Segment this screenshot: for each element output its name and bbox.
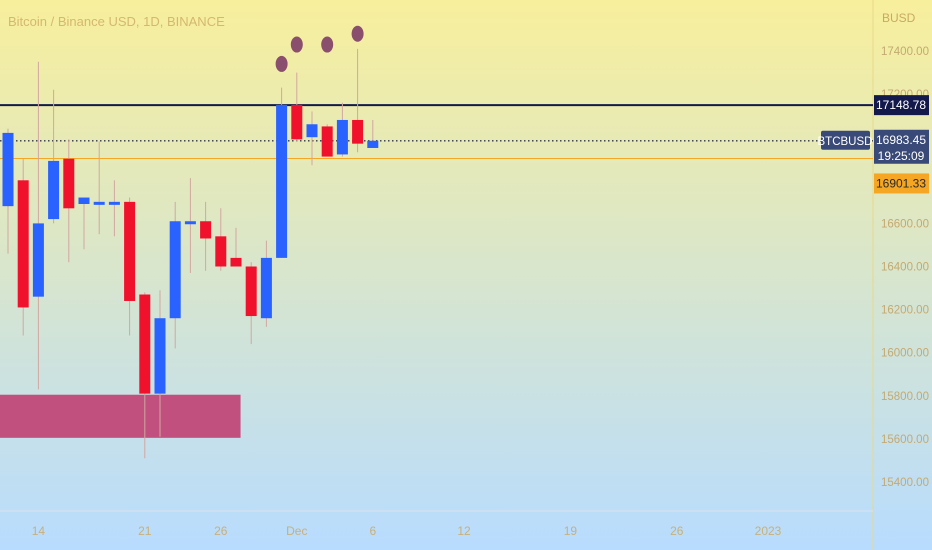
candle-body [169,221,181,319]
candle-body [336,119,348,155]
signal-marker [290,36,303,53]
demand-zone [0,394,241,438]
candle-body [2,132,14,207]
candle-body [230,257,242,267]
price-tick-label: 17400.00 [881,46,929,58]
candle-body [200,221,212,239]
candle-body [367,140,379,148]
price-tick-label: 16200.00 [881,305,929,317]
price-tick-label: 16000.00 [881,348,929,360]
candle-body [321,126,333,157]
candle-body [17,180,29,308]
candle-body [184,221,196,225]
time-tick-label: 6 [369,524,376,538]
signal-marker [351,25,364,42]
price-tick-label: 16600.00 [881,218,929,230]
symbol-tag [821,130,870,150]
time-tick-label: 19 [564,524,578,538]
symbol-label: BTCBUSD [818,136,873,148]
candle-body [352,119,364,144]
candle-body [215,236,227,267]
chart-title: Bitcoin / Binance USD, 1D, BINANCE [8,14,225,29]
signal-marker [321,36,334,53]
candle-body [93,201,105,205]
price-tick-label: 15600.00 [881,434,929,446]
time-tick-label: 14 [32,524,46,538]
candle-body [276,104,288,258]
candle-body [108,201,120,205]
time-tick-label: 21 [138,524,152,538]
time-tick-label: 2023 [755,524,782,538]
candle-body [48,160,60,220]
price-tick-label: 16400.00 [881,262,929,274]
resistance-price-tag [874,95,929,116]
resistance-price-label: 17148.78 [876,98,926,112]
price-tick-label: 15800.00 [881,391,929,403]
price-tick-label: 15400.00 [881,477,929,489]
currency-label: BUSD [882,11,916,25]
candle-body [154,318,166,394]
countdown-label: 19:25:09 [878,149,925,163]
candle-body [124,201,136,301]
support-price-tag [874,173,929,194]
time-tick-label: 12 [457,524,471,538]
candle-body [63,158,75,209]
candle-body [139,294,151,394]
candle-body [32,223,44,297]
candle-body [78,197,90,205]
candle-body [245,266,257,317]
support-price-label: 16901.33 [876,176,926,190]
time-tick-label: 26 [670,524,684,538]
signal-marker [275,55,288,72]
last-price-tag [874,129,929,164]
candle-body [306,124,318,138]
candle-body [260,257,272,319]
time-tick-label: 26 [214,524,228,538]
last-price-label: 16983.45 [876,133,926,147]
candle-body [291,104,303,140]
time-tick-label: Dec [286,524,307,538]
